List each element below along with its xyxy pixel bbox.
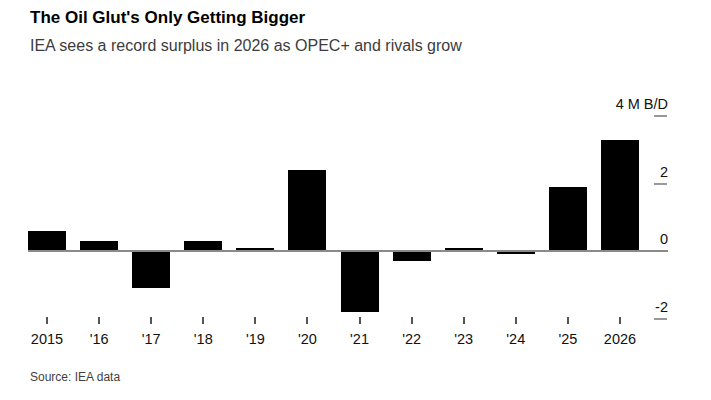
x-axis-tick-22: [411, 317, 413, 324]
bar-22: [393, 251, 431, 261]
x-axis-tick-16: [98, 317, 100, 324]
x-axis-label-2026: 2026: [585, 331, 655, 347]
x-axis-tick-2026: [619, 317, 621, 324]
source-note: Source: IEA data: [30, 370, 120, 384]
bar-chart-plot: 2015'16'17'18'19'20'21'22'23'24'2520264 …: [0, 0, 711, 400]
bar-17: [132, 251, 170, 288]
x-axis-tick-21: [359, 317, 361, 324]
y-axis-tick-4: [654, 115, 667, 117]
y-axis-label-0: 0: [538, 231, 668, 247]
oil-glut-chart-figure: The Oil Glut's Only Getting Bigger IEA s…: [0, 0, 711, 400]
x-axis-tick-18: [202, 317, 204, 324]
x-axis-tick-25: [567, 317, 569, 324]
x-axis-tick-23: [463, 317, 465, 324]
x-axis-tick-2015: [46, 317, 48, 324]
y-axis-tick-2: [654, 183, 667, 185]
x-axis-tick-20: [306, 317, 308, 324]
y-axis-label-2: 2: [538, 164, 668, 180]
y-axis-label--2: -2: [538, 299, 668, 315]
x-axis-tick-24: [515, 317, 517, 324]
bar-2015: [28, 231, 66, 251]
y-axis-label-4: 4 M B/D: [538, 96, 668, 112]
zero-baseline: [28, 250, 668, 252]
bar-20: [288, 170, 326, 251]
y-axis-tick--2: [654, 318, 667, 320]
bar-21: [341, 251, 379, 312]
x-axis-tick-17: [150, 317, 152, 324]
x-axis-tick-19: [254, 317, 256, 324]
